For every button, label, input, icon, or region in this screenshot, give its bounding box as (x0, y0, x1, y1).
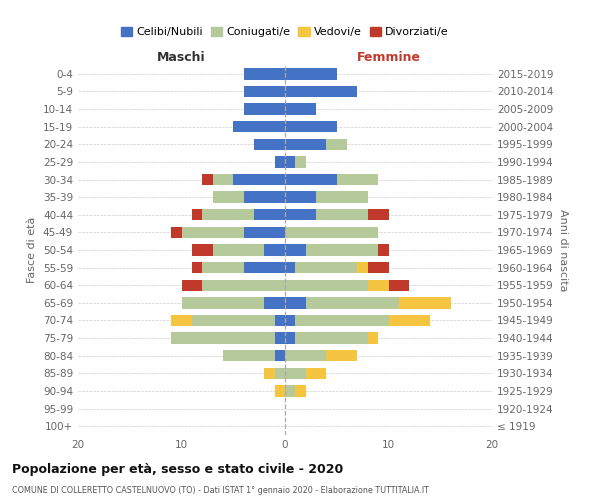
Bar (275, 156, 285, 168)
Bar (192, 262, 202, 274)
Bar (285, 192, 316, 203)
Bar (265, 244, 285, 256)
Bar (182, 297, 265, 308)
Bar (285, 262, 295, 274)
Bar (275, 350, 285, 362)
Bar (285, 332, 295, 344)
Bar (254, 138, 285, 150)
Bar (389, 280, 409, 291)
Bar (265, 297, 285, 308)
Bar (192, 315, 275, 326)
Bar (223, 350, 275, 362)
Bar (192, 209, 202, 220)
Bar (212, 192, 244, 203)
Bar (171, 332, 275, 344)
Bar (244, 192, 285, 203)
Bar (295, 262, 358, 274)
Bar (285, 297, 306, 308)
Bar (326, 350, 358, 362)
Bar (285, 385, 295, 396)
Bar (285, 68, 337, 80)
Bar (264, 368, 275, 379)
Bar (285, 209, 316, 220)
Bar (244, 68, 285, 80)
Bar (306, 368, 326, 379)
Bar (378, 244, 389, 256)
Bar (285, 121, 337, 132)
Bar (399, 297, 451, 308)
Bar (337, 174, 378, 185)
Bar (285, 350, 326, 362)
Bar (285, 226, 378, 238)
Text: Femmine: Femmine (356, 52, 421, 64)
Bar (171, 226, 182, 238)
Bar (295, 332, 368, 344)
Bar (368, 280, 389, 291)
Bar (316, 192, 368, 203)
Bar (285, 368, 306, 379)
Text: Maschi: Maschi (157, 52, 206, 64)
Bar (285, 280, 368, 291)
Bar (285, 104, 316, 115)
Bar (202, 209, 254, 220)
Bar (358, 262, 368, 274)
Bar (285, 156, 295, 168)
Bar (368, 332, 378, 344)
Bar (285, 315, 295, 326)
Bar (295, 156, 306, 168)
Bar (306, 297, 399, 308)
Bar (212, 174, 233, 185)
Bar (326, 138, 347, 150)
Bar (275, 385, 285, 396)
Bar (244, 226, 285, 238)
Bar (254, 209, 285, 220)
Bar (244, 104, 285, 115)
Bar (171, 315, 192, 326)
Bar (389, 315, 430, 326)
Bar (285, 86, 358, 97)
Bar (285, 174, 337, 185)
Bar (202, 262, 244, 274)
Bar (285, 244, 306, 256)
Bar (306, 244, 378, 256)
Bar (368, 209, 389, 220)
Bar (275, 368, 285, 379)
Y-axis label: Anni di nascita: Anni di nascita (557, 209, 568, 291)
Bar (233, 121, 285, 132)
Bar (182, 226, 244, 238)
Text: Popolazione per età, sesso e stato civile - 2020: Popolazione per età, sesso e stato civil… (12, 462, 343, 475)
Bar (295, 315, 389, 326)
Bar (285, 138, 326, 150)
Bar (182, 280, 202, 291)
Bar (275, 315, 285, 326)
Bar (233, 174, 285, 185)
Bar (244, 86, 285, 97)
Text: COMUNE DI COLLERETTO CASTELNUOVO (TO) - Dati ISTAT 1° gennaio 2020 - Elaborazion: COMUNE DI COLLERETTO CASTELNUOVO (TO) - … (12, 486, 429, 495)
Bar (275, 332, 285, 344)
Bar (368, 262, 389, 274)
Bar (295, 385, 306, 396)
Bar (202, 280, 285, 291)
Bar (202, 174, 212, 185)
Bar (316, 209, 368, 220)
Bar (212, 244, 265, 256)
Y-axis label: Fasce di età: Fasce di età (28, 217, 37, 283)
Bar (244, 262, 285, 274)
Legend: Celibi/Nubili, Coniugati/e, Vedovi/e, Divorziati/e: Celibi/Nubili, Coniugati/e, Vedovi/e, Di… (117, 22, 453, 42)
Bar (192, 244, 212, 256)
